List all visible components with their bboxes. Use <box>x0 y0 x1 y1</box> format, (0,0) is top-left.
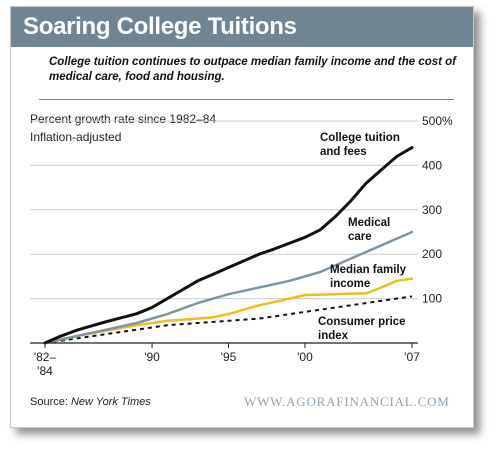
series-label-tuition: College tuition <box>320 132 400 144</box>
series-label-cpi: index <box>318 330 349 342</box>
x-tick-label: '07 <box>404 350 420 364</box>
series-label-medical: care <box>348 231 372 243</box>
series-line-income <box>43 277 414 345</box>
y-tick-label: 100 <box>422 292 442 306</box>
x-tick-label: '00 <box>297 350 313 364</box>
series-label-income: Median family <box>330 264 407 276</box>
chart-card: Soaring College Tuitions College tuition… <box>10 6 474 428</box>
x-tick-label: '95 <box>221 350 237 364</box>
x-tick-label: '84 <box>37 364 53 378</box>
chart-subtitle: College tuition continues to outpace med… <box>49 56 457 83</box>
y-tick-label: 400 <box>422 158 442 172</box>
y-tick-label: 200 <box>422 247 442 261</box>
x-tick-label: '90 <box>144 350 160 364</box>
source-name: New York Times <box>70 396 151 408</box>
series-label-medical: Medical <box>348 217 390 229</box>
series-label-income: income <box>330 278 370 290</box>
series-line-medical <box>43 230 414 345</box>
source-note: Source: New York Times <box>30 396 151 408</box>
series-line-cpi <box>44 295 413 344</box>
y-tick-label: 500% <box>422 114 453 128</box>
series-label-cpi: Consumer price <box>318 316 406 328</box>
series-label-tuition: and fees <box>320 146 367 158</box>
chart-title: Soaring College Tuitions <box>11 7 473 47</box>
y-tick-label: 300 <box>422 203 442 217</box>
brand-watermark: WWW.AGORAFINANCIAL.COM <box>244 394 450 409</box>
y-axis-note: Percent growth rate since 1982–84 <box>30 112 217 126</box>
series-line-tuition <box>43 146 414 345</box>
source-label: Source: <box>30 396 68 408</box>
inflation-note: Inflation-adjusted <box>30 130 122 144</box>
x-tick-label: '82– <box>34 350 57 364</box>
title-divider <box>39 99 454 100</box>
